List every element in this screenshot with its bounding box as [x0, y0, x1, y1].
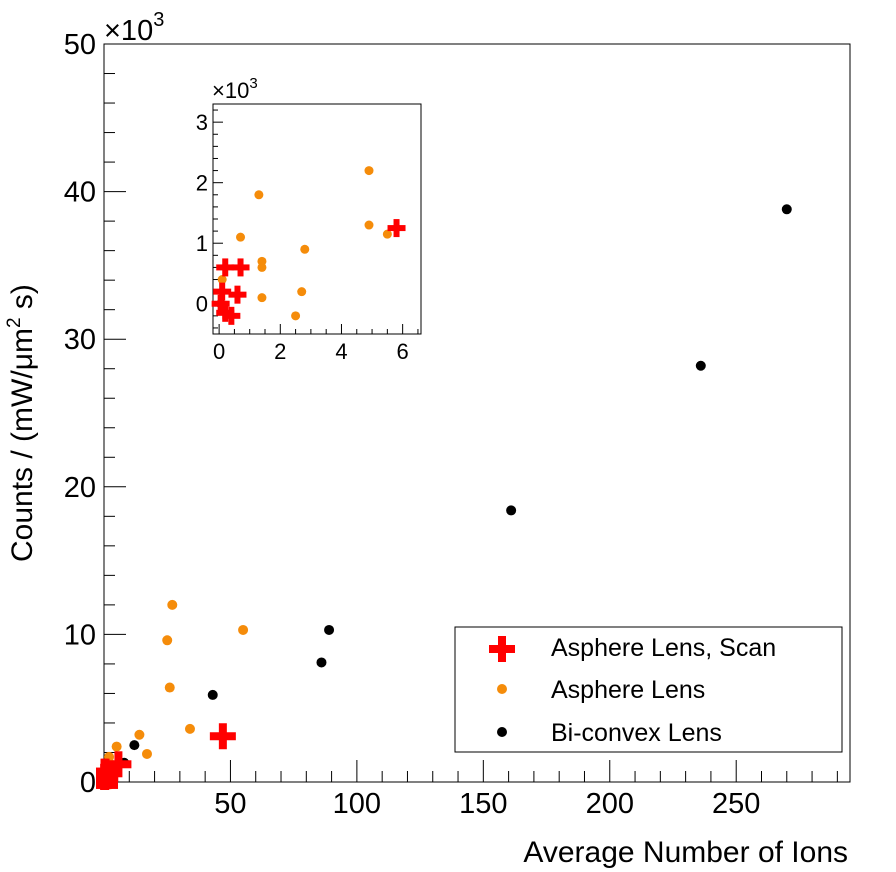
- inset-plot-area: [212, 103, 422, 335]
- main-plot-area: [103, 43, 851, 783]
- main-point-bi-convex-lens: [695, 360, 706, 371]
- main-point-asphere-lens: [167, 599, 178, 610]
- y-multiplier-base: ×10: [104, 15, 153, 47]
- inset-point-asphere-lens-scan: [216, 258, 235, 277]
- inset-y-multiplier-exponent: 3: [249, 75, 257, 92]
- main-x-tick-label: 100: [333, 788, 381, 820]
- main-point-bi-convex-lens: [781, 204, 792, 215]
- y-axis-title-part-1: Counts / (mW/: [6, 370, 39, 562]
- main-point-asphere-lens: [164, 682, 175, 693]
- legend-marker-biconvex: [497, 727, 507, 737]
- inset-y-tick-label: 2: [196, 171, 208, 196]
- inset-point-asphere-lens-scan: [222, 306, 241, 325]
- inset-y-multiplier: ×103: [212, 75, 258, 103]
- inset-point-asphere-lens: [297, 287, 307, 297]
- main-point-asphere-lens-scan: [105, 751, 132, 778]
- y-axis-title-part-2: μm: [6, 328, 39, 370]
- legend: Asphere Lens, Scan Asphere Lens Bi-conve…: [454, 626, 843, 753]
- main-data-points: [96, 204, 792, 790]
- inset-y-tick-label: 0: [196, 292, 208, 317]
- inset-data-points: [211, 166, 406, 325]
- y-axis-title: Counts / (mW/μm2 s): [4, 284, 39, 562]
- main-plot-frame: [103, 43, 851, 783]
- inset-plot-frame: [212, 103, 422, 335]
- inset-point-asphere-lens: [291, 311, 301, 321]
- inset-point-asphere-lens: [257, 293, 267, 303]
- main-x-tick-label: 50: [214, 788, 246, 820]
- main-point-asphere-lens: [184, 723, 195, 734]
- main-point-bi-convex-lens: [129, 740, 140, 751]
- main-y-tick-label: 50: [64, 29, 96, 61]
- inset-point-asphere-lens: [257, 262, 267, 272]
- main-point-bi-convex-lens: [316, 657, 327, 668]
- main-point-bi-convex-lens: [207, 689, 218, 700]
- inset-point-asphere-lens: [236, 232, 246, 242]
- y-axis-title-superscript: 2: [4, 317, 25, 328]
- inset-y-tick-label: 1: [196, 231, 208, 256]
- inset-point-asphere-lens: [300, 244, 310, 254]
- legend-label-asphere: Asphere Lens: [551, 676, 705, 704]
- main-y-tick-label: 10: [64, 619, 96, 651]
- y-multiplier-exponent: 3: [153, 9, 164, 31]
- inset-point-asphere-lens: [382, 229, 392, 239]
- main-x-tick-label: 150: [459, 788, 507, 820]
- x-axis-title: Average Number of Ions: [523, 836, 848, 869]
- main-y-tick-label: 20: [64, 472, 96, 504]
- main-point-asphere-lens: [134, 729, 145, 740]
- inset-point-asphere-lens: [364, 166, 374, 176]
- inset-x-tick-label: 2: [274, 339, 286, 364]
- inset-y-tick-label: 3: [196, 110, 208, 135]
- main-point-asphere-lens-scan: [209, 723, 236, 750]
- main-point-asphere-lens: [238, 624, 249, 635]
- inset-point-asphere-lens: [364, 220, 374, 230]
- inset-point-asphere-lens: [254, 190, 264, 200]
- inset-x-tick-label: 0: [213, 339, 225, 364]
- main-y-tick-label: 40: [64, 177, 96, 209]
- inset-y-multiplier-base: ×10: [212, 78, 249, 103]
- inset-axis-ticks: 0 2 4 6 0 1 2 3: [196, 109, 419, 364]
- inset-point-asphere-lens-scan: [228, 285, 247, 304]
- inset-point-asphere-lens-scan: [213, 282, 232, 301]
- main-point-bi-convex-lens: [324, 624, 335, 635]
- main-x-tick-label: 250: [712, 788, 760, 820]
- main-point-asphere-lens-scan: [96, 769, 118, 790]
- main-point-asphere-lens: [141, 748, 152, 759]
- main-point-asphere-lens: [162, 635, 173, 646]
- main-x-tick-label: 200: [586, 788, 634, 820]
- legend-marker-asphere-scan: [489, 636, 515, 662]
- inset-x-tick-label: 4: [335, 339, 347, 364]
- inset-point-asphere-lens-scan: [387, 219, 406, 238]
- inset-point-asphere-lens: [217, 275, 227, 285]
- y-axis-title-part-4: s): [6, 284, 39, 317]
- main-y-tick-label: 30: [64, 324, 96, 356]
- inset-x-tick-label: 6: [397, 339, 409, 364]
- inset-point-asphere-lens-scan: [211, 294, 230, 313]
- main-point-bi-convex-lens: [506, 505, 517, 516]
- inset-point-asphere-lens-scan: [216, 303, 235, 322]
- legend-marker-asphere: [497, 684, 507, 694]
- legend-label-biconvex: Bi-convex Lens: [551, 719, 722, 747]
- legend-box: [454, 626, 843, 753]
- y-multiplier: ×103: [104, 9, 164, 47]
- main-y-tick-label: 0: [80, 767, 96, 799]
- legend-label-asphere-scan: Asphere Lens, Scan: [551, 634, 776, 662]
- main-point-asphere-lens: [111, 741, 122, 752]
- inset-point-asphere-lens-scan: [231, 258, 250, 277]
